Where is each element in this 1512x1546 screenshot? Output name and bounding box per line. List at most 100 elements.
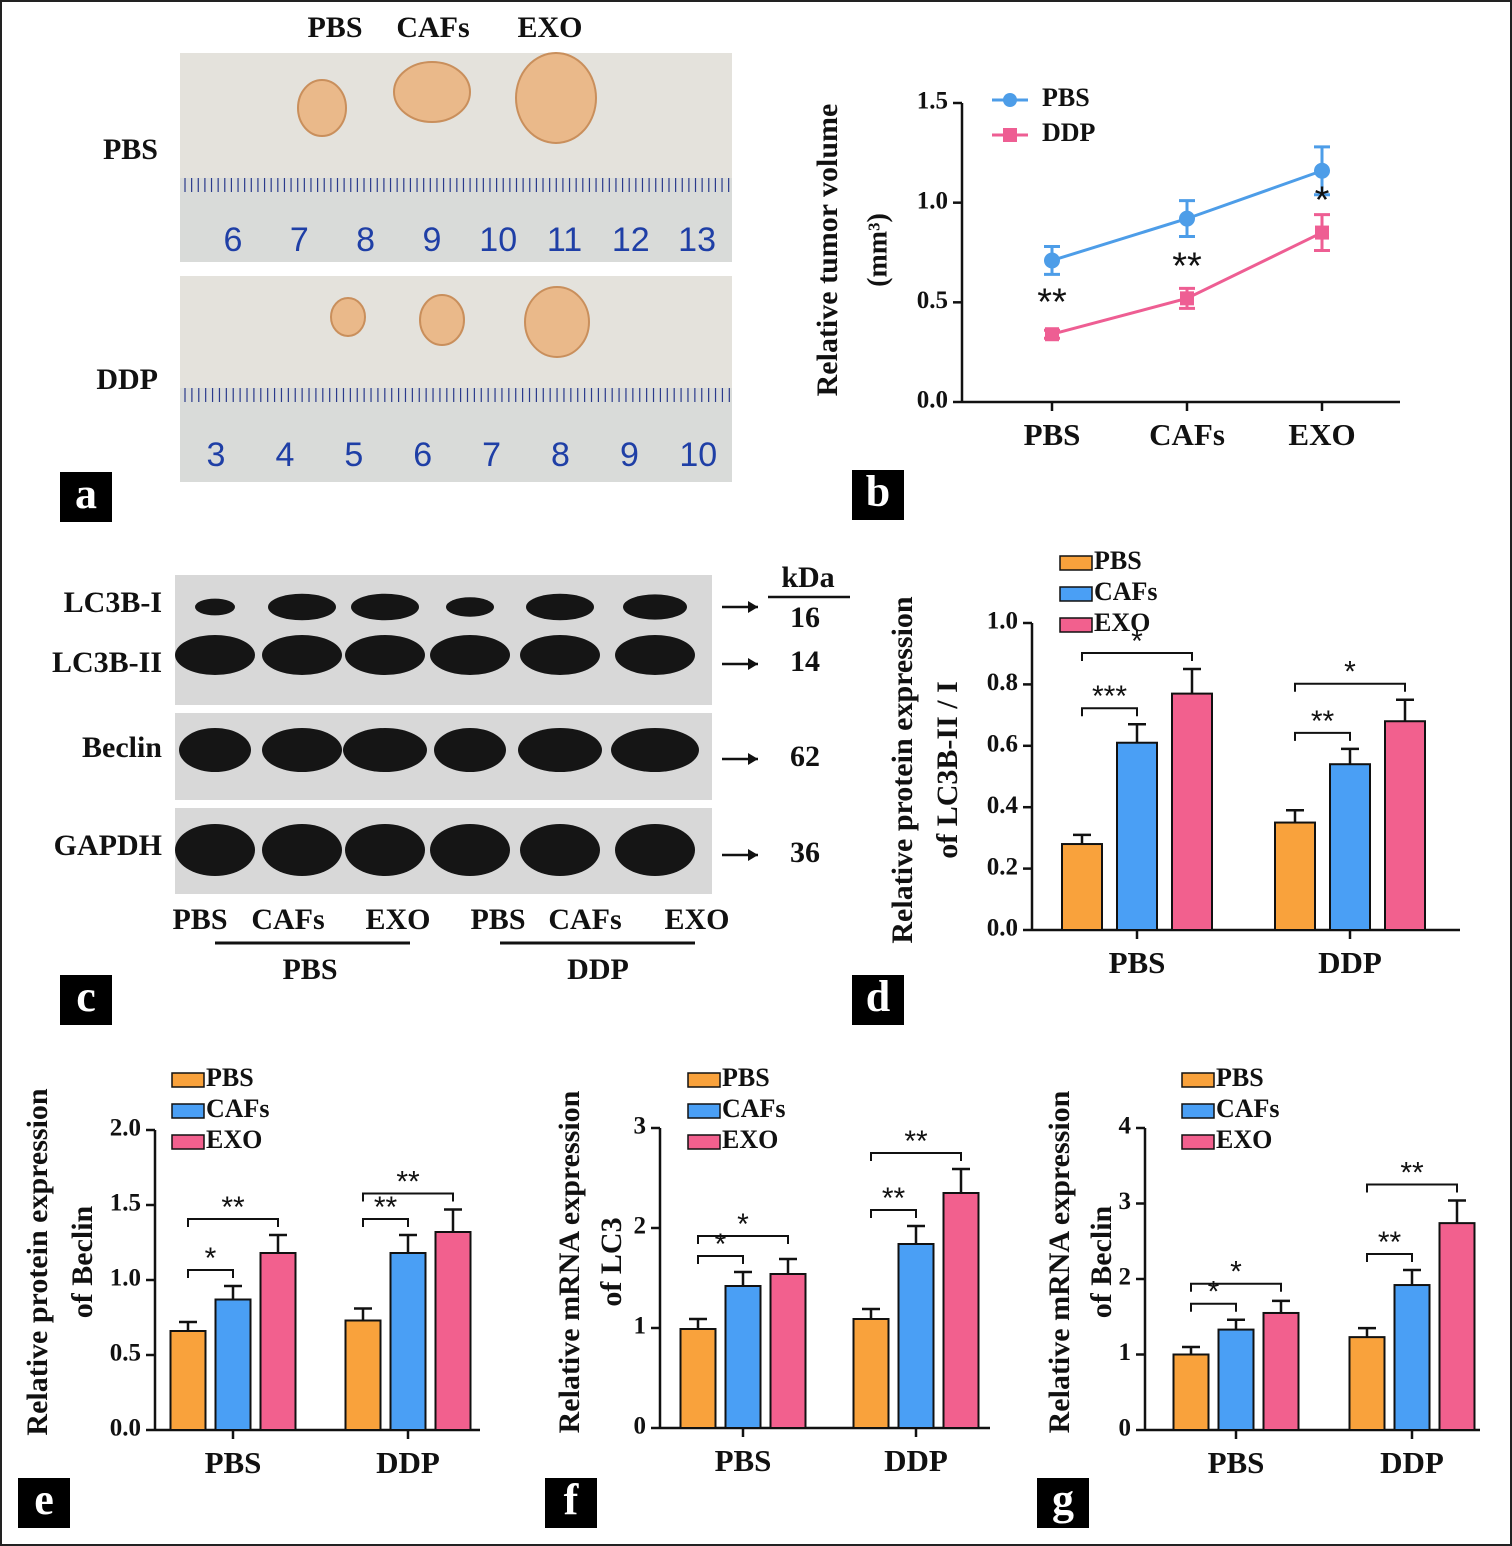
bracket	[1081, 707, 1138, 717]
significance: ***	[1092, 680, 1127, 713]
legend-swatch	[1059, 586, 1093, 602]
y-tick-label: 2	[634, 1213, 647, 1240]
blot-band	[175, 824, 255, 876]
size-label: 36	[790, 836, 820, 869]
tumor	[393, 61, 471, 123]
blot-band	[175, 635, 255, 675]
y-axis-label: of Beclin	[66, 1205, 99, 1318]
arrow-head	[748, 601, 758, 613]
y-tick-label: 1	[1119, 1339, 1132, 1366]
panel-label: c	[76, 972, 96, 1021]
column-label: EXO	[517, 11, 582, 44]
error-bar	[1272, 1299, 1290, 1313]
ruler-label: 6	[413, 436, 432, 474]
bar	[679, 1328, 717, 1429]
error-bar	[224, 1284, 242, 1300]
y-axis-label: Relative mRNA expression	[1043, 1090, 1076, 1433]
y-tick-label: 0.0	[987, 915, 1018, 942]
legend-label: EXO	[206, 1125, 262, 1154]
y-axis-label: Relative mRNA expression	[553, 1090, 586, 1433]
bracket	[1294, 731, 1351, 741]
panel-label: e	[34, 1475, 54, 1524]
error-bar	[1341, 747, 1359, 765]
significance: *	[1315, 180, 1330, 222]
bar	[1384, 720, 1426, 931]
ruler-label: 6	[224, 221, 243, 259]
arrow-head	[748, 849, 758, 861]
significance: **	[221, 1191, 245, 1224]
x-tick-label: CAFs	[1149, 417, 1225, 452]
y-axis-label: Relative tumor volume	[811, 104, 844, 397]
error-bar	[1227, 1318, 1245, 1330]
size-label: 62	[790, 740, 820, 773]
bar	[897, 1243, 935, 1429]
bracket	[697, 1235, 789, 1244]
blot-band	[526, 593, 594, 621]
significance: **	[882, 1182, 906, 1215]
arrow-head	[748, 658, 758, 670]
bar	[214, 1298, 252, 1431]
error-bar	[689, 1317, 707, 1329]
y-tick-label: 2.0	[110, 1115, 141, 1142]
tumor	[330, 297, 366, 337]
significance: **	[1311, 705, 1335, 738]
ruler-label: 5	[344, 436, 363, 474]
significance: **	[1400, 1156, 1424, 1189]
ruler-label: 8	[356, 221, 375, 259]
panel-label: g	[1052, 1475, 1074, 1524]
x-tick-label: DDP	[884, 1443, 948, 1478]
significance: **	[396, 1165, 420, 1198]
bar	[389, 1252, 427, 1431]
blot-band	[520, 635, 600, 675]
y-tick-label: 1	[634, 1313, 647, 1340]
arrow-head	[748, 753, 758, 765]
y-tick-label: 2	[1119, 1264, 1132, 1291]
band-label: GAPDH	[54, 829, 162, 862]
point	[1314, 162, 1330, 179]
bar	[259, 1252, 297, 1431]
y-axis-label: Relative protein expression	[21, 1088, 54, 1436]
legend-marker	[1003, 93, 1017, 107]
ruler	[180, 388, 732, 482]
ruler-label: 3	[207, 436, 226, 474]
blot-panel: LC3B-I LC3B-II Beclin GAPDH kDa 16 14 62…	[52, 561, 850, 986]
ruler-label: 10	[679, 436, 717, 474]
group-label: DDP	[567, 953, 629, 986]
legend-label: DDP	[1042, 118, 1096, 147]
blot-band	[179, 728, 251, 772]
error-bar	[862, 1307, 880, 1319]
ruler-label: 13	[678, 221, 716, 259]
photo-panel: PBS CAFs EXO PBS DDP	[96, 11, 732, 482]
significance: **	[1378, 1226, 1402, 1259]
bar	[344, 1319, 382, 1431]
legend-label: PBS	[206, 1063, 254, 1092]
point	[1044, 252, 1060, 269]
blot-band	[518, 728, 602, 772]
blot-band	[343, 728, 427, 772]
blot-band	[262, 728, 342, 772]
error-bar	[952, 1167, 970, 1193]
x-tick-label: EXO	[1288, 417, 1355, 452]
y-tick-label: 4	[1119, 1113, 1132, 1140]
band-label: Beclin	[82, 731, 162, 764]
ruler-label: 12	[612, 221, 650, 259]
bracket	[1366, 1252, 1413, 1262]
significance: *	[1344, 656, 1356, 689]
tumor	[297, 79, 347, 137]
significance: *	[1230, 1256, 1242, 1289]
y-tick-label: 1.0	[987, 608, 1018, 635]
ruler-label: 8	[551, 436, 570, 474]
bar	[1329, 763, 1371, 931]
x-tick-label: PBS	[205, 1445, 262, 1480]
y-tick-label: 1.0	[917, 187, 948, 214]
row-label: PBS	[103, 133, 158, 166]
tumor	[515, 52, 597, 144]
panel-label-box	[60, 975, 112, 1025]
legend-label: EXO	[1216, 1125, 1272, 1154]
y-tick-label: 1.5	[917, 88, 948, 115]
legend-swatch	[171, 1134, 205, 1150]
blot-band	[446, 597, 494, 617]
y-tick-label: 0.4	[987, 792, 1019, 819]
tumor	[524, 286, 590, 358]
blot-band	[430, 824, 510, 876]
